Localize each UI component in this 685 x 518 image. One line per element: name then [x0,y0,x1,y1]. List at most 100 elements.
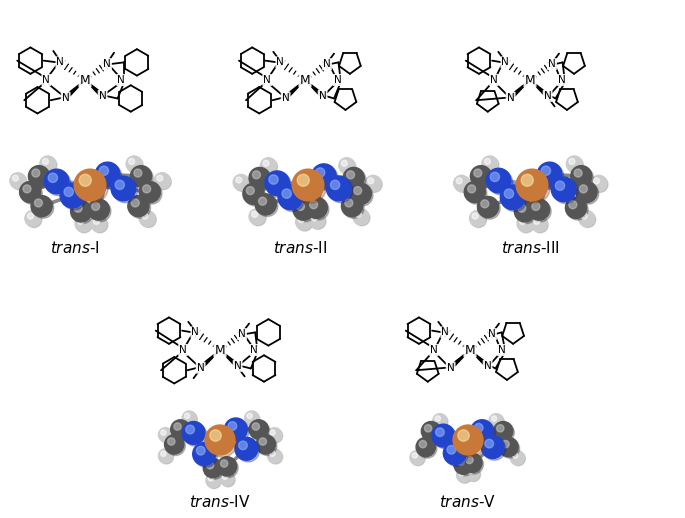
Polygon shape [85,80,104,97]
Circle shape [365,175,381,191]
Circle shape [154,172,170,189]
Circle shape [174,423,181,430]
Circle shape [537,162,562,187]
Circle shape [139,210,155,226]
Text: N: N [548,59,556,69]
Circle shape [226,420,249,442]
Circle shape [295,171,326,203]
Circle shape [459,470,464,476]
Circle shape [466,456,473,464]
Circle shape [484,159,490,165]
Circle shape [158,449,173,463]
Circle shape [354,210,370,226]
Circle shape [48,173,58,182]
Circle shape [306,197,327,219]
Circle shape [464,455,484,474]
Circle shape [26,212,42,227]
Circle shape [488,170,513,195]
Circle shape [368,178,374,184]
Circle shape [269,429,283,443]
Circle shape [142,185,151,193]
Circle shape [465,466,479,481]
Circle shape [205,425,235,455]
Circle shape [182,411,196,425]
Circle shape [92,217,108,233]
Circle shape [471,212,486,227]
Circle shape [472,213,478,219]
Circle shape [579,210,595,226]
Circle shape [95,162,120,187]
Circle shape [237,439,260,462]
Circle shape [297,203,304,210]
Circle shape [421,422,440,441]
Polygon shape [305,80,324,97]
Circle shape [466,183,487,204]
Circle shape [233,175,249,190]
Circle shape [591,175,607,191]
Circle shape [206,462,214,469]
Circle shape [565,197,586,219]
Circle shape [339,157,355,174]
Circle shape [469,210,486,226]
Circle shape [228,422,237,430]
Text: N: N [334,75,341,85]
Text: $\it{trans}$-IV: $\it{trans}$-IV [189,494,251,510]
Circle shape [157,175,163,181]
Circle shape [160,429,173,443]
Circle shape [93,218,99,224]
Circle shape [251,211,258,218]
Text: N: N [501,57,509,67]
Circle shape [410,451,424,465]
Circle shape [343,197,364,218]
Circle shape [270,451,275,456]
Circle shape [161,451,166,456]
Circle shape [474,169,482,177]
Circle shape [569,159,575,165]
Circle shape [71,201,92,222]
Circle shape [456,456,475,476]
Circle shape [245,185,266,206]
Circle shape [41,157,57,173]
Circle shape [511,452,525,466]
Circle shape [474,423,483,432]
Circle shape [76,217,92,233]
Text: N: N [430,345,438,355]
Circle shape [454,455,473,474]
Circle shape [297,215,313,231]
Circle shape [238,441,247,450]
Circle shape [217,457,237,476]
Text: N: N [282,93,290,103]
Circle shape [28,166,49,187]
Circle shape [258,197,266,205]
Circle shape [516,169,548,201]
Circle shape [504,189,514,198]
Circle shape [295,200,316,222]
Text: N: N [117,75,125,85]
Circle shape [269,450,283,464]
Polygon shape [220,350,239,367]
Circle shape [497,425,504,432]
Circle shape [64,187,73,196]
Circle shape [197,447,205,455]
Circle shape [129,159,135,165]
Circle shape [435,416,440,421]
Circle shape [499,437,518,457]
Circle shape [203,458,223,478]
Circle shape [592,177,608,192]
Circle shape [23,185,31,193]
Circle shape [489,413,503,428]
Circle shape [432,424,455,447]
Circle shape [25,210,40,226]
Circle shape [532,217,548,233]
Circle shape [436,428,445,437]
Circle shape [366,177,382,192]
Circle shape [520,218,525,224]
Text: N: N [197,363,205,372]
Text: N: N [484,361,491,371]
Circle shape [483,157,499,173]
Text: M: M [214,343,225,356]
Circle shape [75,216,91,232]
Circle shape [192,443,216,466]
Circle shape [419,440,427,448]
Circle shape [569,200,577,209]
